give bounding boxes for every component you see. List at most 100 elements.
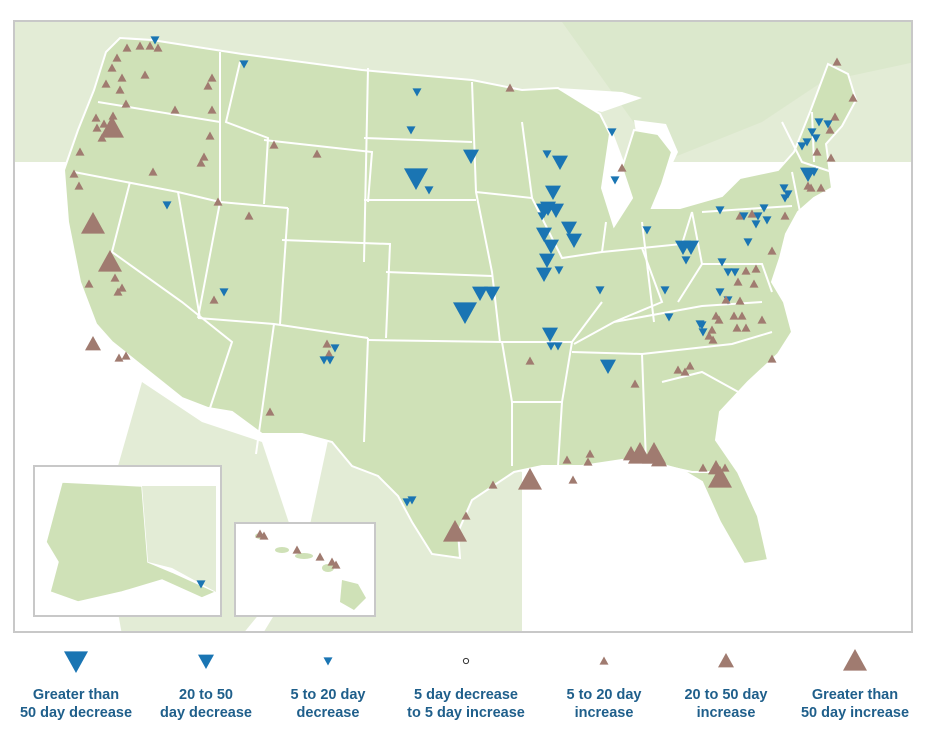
- marker-increase: [269, 140, 279, 149]
- marker-increase: [741, 323, 751, 332]
- marker-decrease: [779, 184, 789, 193]
- legend-item: 5 to 20 day decrease: [268, 648, 388, 722]
- marker-increase: [780, 211, 790, 220]
- legend-item: 5 to 20 day increase: [544, 648, 664, 722]
- marker-increase: [735, 296, 745, 305]
- marker-decrease: [323, 657, 333, 666]
- marker-increase: [714, 315, 724, 324]
- marker-increase: [708, 335, 718, 344]
- marker-decrease: [715, 206, 725, 215]
- triangle-down-small-icon: [323, 657, 333, 666]
- marker-decrease: [543, 239, 559, 254]
- legend-item: 5 day decrease to 5 day increase: [386, 648, 546, 722]
- marker-decrease: [539, 253, 555, 268]
- marker-increase: [826, 153, 836, 162]
- legend-label: 5 to 20 day decrease: [290, 687, 366, 721]
- marker-increase: [685, 361, 695, 370]
- marker-increase: [505, 83, 515, 92]
- hawaii-inset: [234, 522, 376, 617]
- marker-increase: [84, 279, 94, 288]
- marker-decrease: [325, 356, 335, 365]
- marker-increase: [673, 365, 683, 374]
- marker-increase: [259, 531, 269, 540]
- marker-increase: [312, 149, 322, 158]
- marker-decrease: [542, 150, 552, 159]
- legend-label: 5 to 20 day increase: [566, 687, 642, 721]
- marker-increase: [751, 264, 761, 273]
- marker-increase: [324, 349, 334, 358]
- marker-increase: [74, 181, 84, 190]
- marker-increase: [812, 147, 822, 156]
- marker-increase: [205, 131, 215, 140]
- marker-increase: [322, 339, 332, 348]
- marker-increase: [244, 211, 254, 220]
- us-map: [15, 22, 911, 631]
- marker-increase: [117, 73, 127, 82]
- marker-decrease: [642, 226, 652, 235]
- marker-increase: [737, 311, 747, 320]
- marker-increase: [170, 105, 180, 114]
- marker-decrease: [553, 342, 563, 351]
- marker-increase: [583, 457, 593, 466]
- legend-item: 20 to 50 day increase: [666, 648, 786, 722]
- marker-decrease: [150, 36, 160, 45]
- marker-decrease: [542, 327, 558, 342]
- marker-decrease: [809, 168, 819, 177]
- marker-decrease: [697, 321, 707, 330]
- circle-open-icon: [462, 657, 470, 665]
- marker-increase: [816, 183, 826, 192]
- marker-decrease: [797, 142, 807, 151]
- legend-label: 20 to 50 day decrease: [160, 687, 252, 721]
- marker-no-change: [462, 657, 470, 665]
- marker-decrease: [198, 654, 214, 669]
- legend-item: 20 to 50 day decrease: [146, 648, 266, 722]
- marker-increase: [108, 111, 118, 120]
- marker-decrease: [406, 126, 416, 135]
- legend-label: 20 to 50 day increase: [684, 687, 768, 721]
- marker-increase: [747, 209, 757, 218]
- marker-decrease: [814, 118, 824, 127]
- marker-increase: [680, 367, 690, 376]
- marker-decrease: [739, 212, 749, 221]
- marker-increase: [196, 158, 206, 167]
- marker-increase: [99, 119, 109, 128]
- marker-increase: [101, 79, 111, 88]
- marker-decrease: [330, 344, 340, 353]
- marker-decrease: [545, 185, 561, 200]
- marker-decrease: [424, 186, 434, 195]
- marker-increase: [461, 511, 471, 520]
- marker-decrease: [196, 580, 206, 589]
- marker-increase: [207, 73, 217, 82]
- marker-increase: [292, 545, 302, 554]
- marker-decrease: [402, 498, 412, 507]
- marker-increase: [525, 356, 535, 365]
- marker-decrease: [717, 258, 727, 267]
- triangle-up-small-icon: [599, 656, 609, 665]
- marker-increase: [122, 43, 132, 52]
- marker-decrease: [412, 88, 422, 97]
- marker-decrease: [546, 342, 556, 351]
- marker-increase: [114, 353, 124, 362]
- marker-decrease: [759, 204, 769, 213]
- us-mainland: [62, 36, 858, 566]
- state-borders: [73, 52, 833, 473]
- marker-increase: [733, 277, 743, 286]
- marker-decrease: [802, 138, 812, 147]
- marker-increase: [767, 246, 777, 255]
- marker-decrease: [715, 288, 725, 297]
- marker-increase: [718, 653, 734, 668]
- legend-item: Greater than 50 day decrease: [1, 648, 151, 722]
- marker-increase: [698, 463, 708, 472]
- marker-decrease: [561, 221, 577, 236]
- marker-increase: [732, 323, 742, 332]
- marker-decrease: [660, 286, 670, 295]
- marker-decrease: [484, 286, 500, 301]
- marker-increase: [562, 455, 572, 464]
- marker-decrease: [823, 120, 833, 129]
- marker-decrease: [753, 212, 763, 221]
- marker-decrease: [811, 134, 821, 143]
- marker-increase: [115, 85, 125, 94]
- marker-decrease: [453, 302, 477, 324]
- marker-increase: [825, 125, 835, 134]
- marker-decrease: [566, 233, 582, 248]
